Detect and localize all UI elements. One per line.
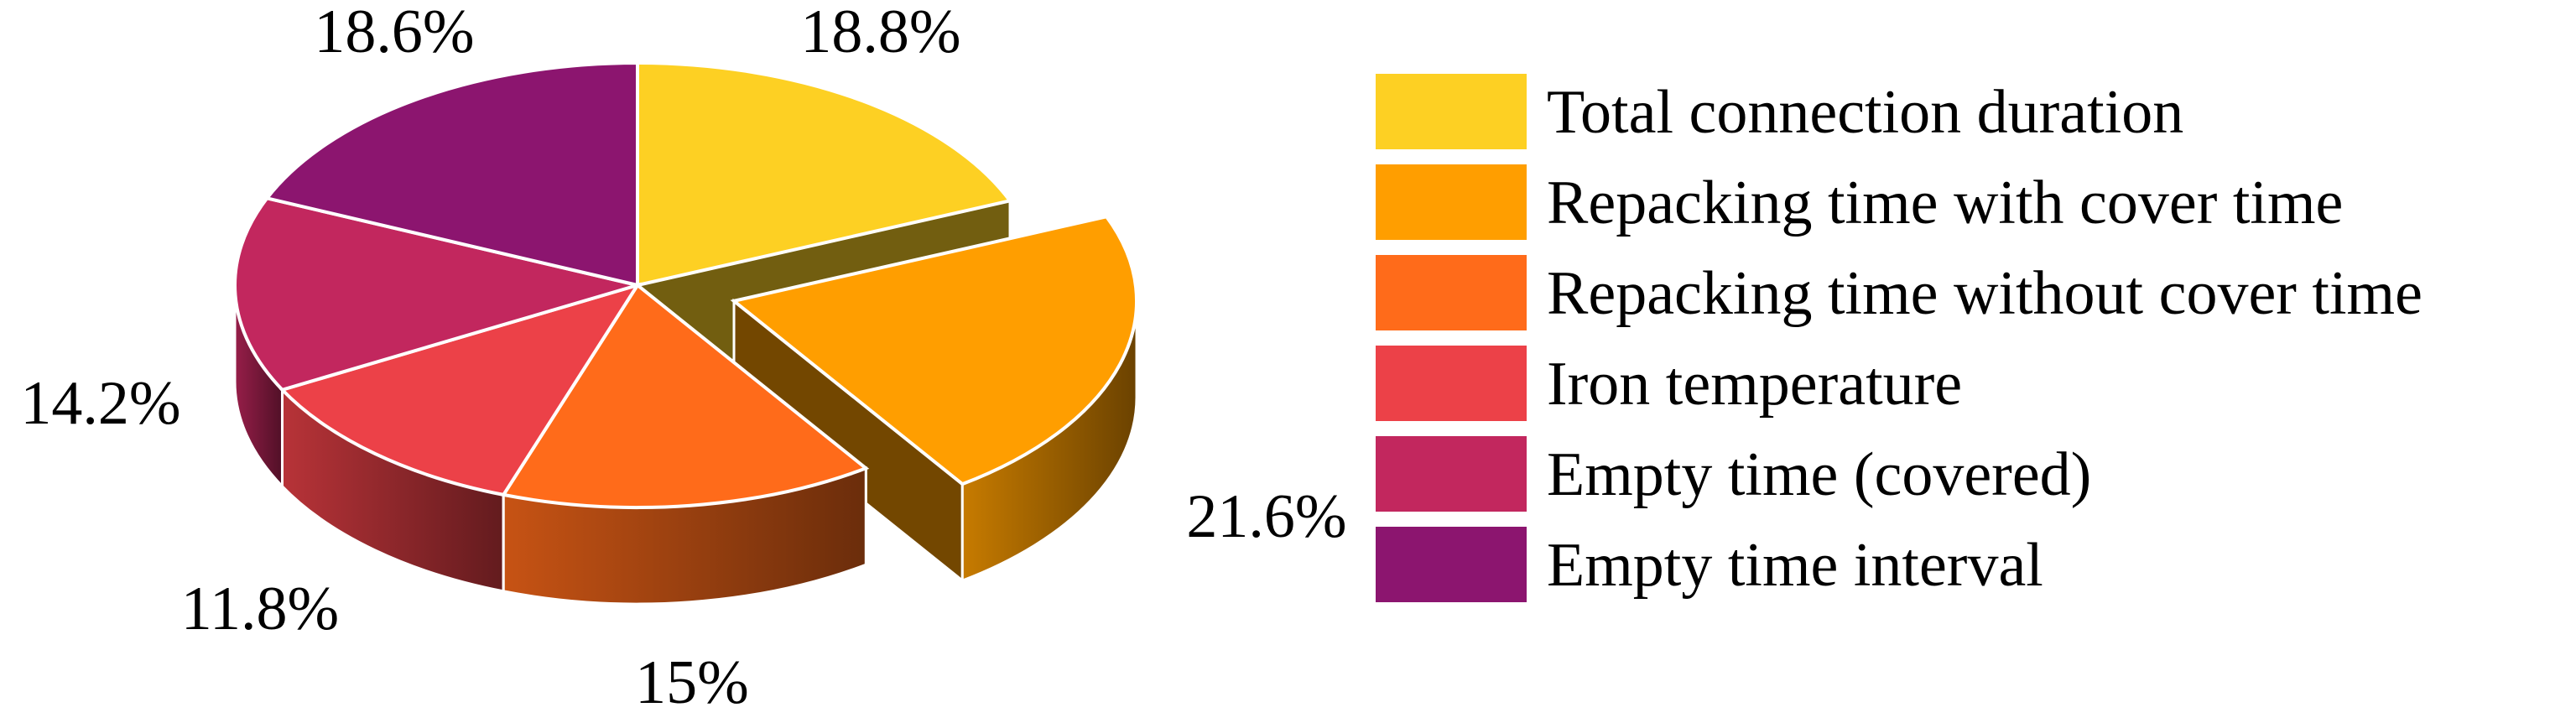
legend-swatch-empty-time-interval — [1376, 527, 1527, 602]
value-label-empty-time-covered: 14.2% — [20, 369, 180, 438]
pie-slice-repacking-time-without-cover-time — [500, 283, 870, 510]
pie-value-labels: 18.8% 21.6% 15% 11.8% 14.2% 18.6% — [20, 0, 1346, 717]
pie-slice-empty-time-interval — [263, 60, 639, 288]
legend-swatch-total-connection-duration — [1376, 74, 1527, 149]
legend-label-empty-time-interval: Empty time interval — [1547, 531, 2043, 600]
legend-swatch-iron-temperature — [1376, 346, 1527, 421]
pie-slice-empty-time-covered — [233, 196, 644, 392]
value-label-repacking-time-with-cover-time: 21.6% — [1186, 482, 1346, 551]
value-label-iron-temperature: 11.8% — [181, 575, 339, 643]
legend: Total connection duration Repacking time … — [1376, 74, 2422, 602]
legend-label-iron-temperature: Iron temperature — [1547, 350, 1962, 419]
legend-label-empty-time-covered: Empty time (covered) — [1547, 440, 2091, 509]
value-label-total-connection-duration: 18.8% — [800, 0, 960, 66]
pie-slice-repacking-time-with-cover-time — [730, 215, 1138, 486]
value-label-empty-time-interval: 18.6% — [314, 0, 474, 66]
legend-label-repacking-time-with-cover-time: Repacking time with cover time — [1547, 169, 2343, 237]
pie-slice-total-connection-duration — [636, 60, 1013, 288]
value-label-repacking-time-without-cover-time: 15% — [635, 648, 749, 717]
legend-label-total-connection-duration: Total connection duration — [1547, 78, 2183, 147]
legend-label-repacking-time-without-cover-time: Repacking time without cover time — [1547, 259, 2422, 328]
legend-swatch-repacking-time-with-cover-time — [1376, 164, 1527, 240]
pie-slice-iron-temperature — [278, 282, 642, 497]
legend-swatch-empty-time-covered — [1376, 436, 1527, 512]
legend-swatch-repacking-time-without-cover-time — [1376, 255, 1527, 330]
pie-tops — [233, 60, 1138, 510]
